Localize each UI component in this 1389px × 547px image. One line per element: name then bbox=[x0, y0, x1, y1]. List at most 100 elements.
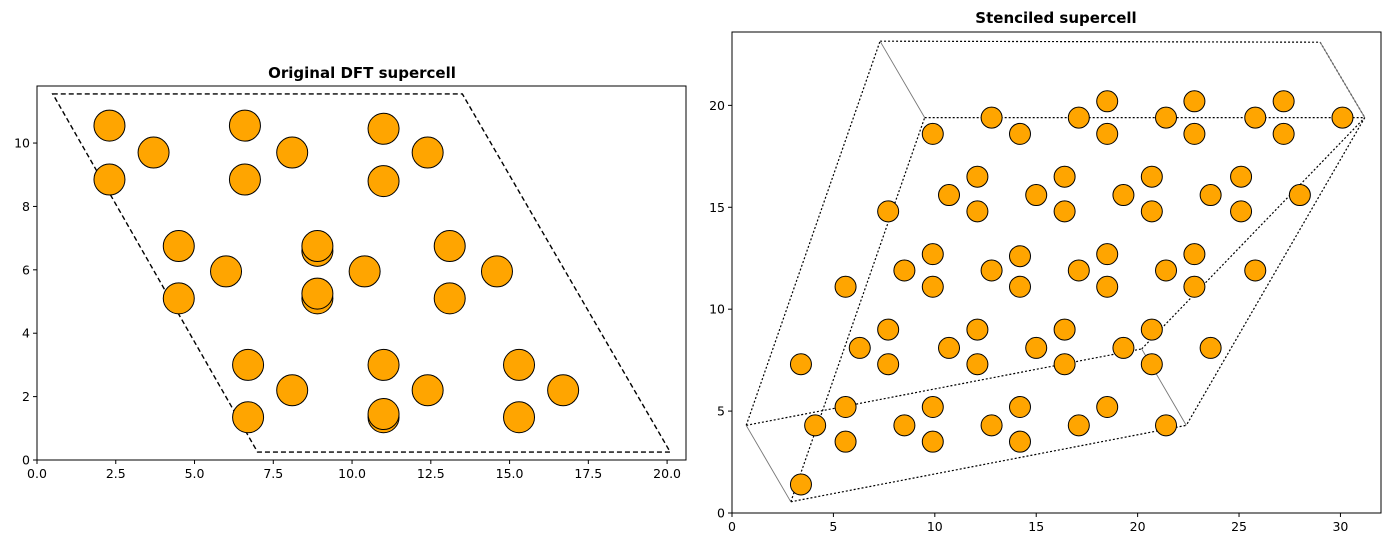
axes-group: 0 5 10 15 20 25 30 0 5 10 15 20 bbox=[709, 31, 1382, 534]
atom-point bbox=[1230, 200, 1253, 223]
atom-point bbox=[1183, 122, 1206, 145]
atom-point bbox=[834, 430, 857, 453]
atom-point bbox=[980, 259, 1003, 282]
atom-point bbox=[1025, 336, 1048, 359]
atom-point bbox=[367, 398, 400, 431]
chart-title: Stenciled supercell bbox=[975, 9, 1136, 27]
atom-point bbox=[893, 259, 916, 282]
atom-point bbox=[1008, 396, 1031, 419]
x-tick-label: 20 bbox=[1130, 519, 1146, 534]
atom-point bbox=[1053, 353, 1076, 376]
atom-point bbox=[789, 473, 812, 496]
atom-point bbox=[1155, 106, 1178, 129]
atom-point bbox=[938, 336, 961, 359]
atom-point bbox=[1244, 106, 1267, 129]
atom-point bbox=[1140, 165, 1163, 188]
atom-point bbox=[877, 353, 900, 376]
atom-point bbox=[433, 282, 466, 315]
atom-point bbox=[1096, 243, 1119, 266]
atom-point bbox=[789, 353, 812, 376]
atom-point bbox=[1199, 184, 1222, 207]
atom-point bbox=[921, 430, 944, 453]
atom-point bbox=[834, 275, 857, 298]
atom-point bbox=[367, 348, 400, 381]
chart-title: Original DFT supercell bbox=[268, 64, 456, 82]
box-edge bbox=[879, 40, 926, 118]
axes-group: 0.0 2.5 5.0 7.5 10.0 12.5 15.0 17.5 20.0 0 2 4 6 8 10 bbox=[14, 85, 687, 481]
box-edge bbox=[790, 117, 926, 502]
atom-point bbox=[301, 277, 334, 310]
y-tick-label: 0 bbox=[22, 453, 30, 468]
atom-point bbox=[1183, 275, 1206, 298]
y-tick-label: 5 bbox=[717, 404, 725, 419]
atom-point bbox=[921, 243, 944, 266]
y-tick-label: 4 bbox=[22, 326, 30, 341]
y-tick-label: 2 bbox=[22, 389, 30, 404]
atom-point bbox=[162, 282, 195, 315]
y-tick-label: 10 bbox=[14, 136, 30, 151]
x-tick-label: 5.0 bbox=[185, 466, 205, 481]
x-tick-label: 17.5 bbox=[574, 466, 602, 481]
atom-point bbox=[966, 353, 989, 376]
plot-frame bbox=[36, 85, 687, 461]
atom-point bbox=[1112, 336, 1135, 359]
atom-point bbox=[1272, 122, 1295, 145]
box-edge bbox=[745, 40, 881, 426]
atom-point bbox=[1096, 90, 1119, 113]
atom-point bbox=[232, 348, 265, 381]
atom-point bbox=[1096, 122, 1119, 145]
atom-point bbox=[93, 163, 126, 196]
box-edge bbox=[880, 40, 1321, 43]
atom-point bbox=[503, 401, 536, 434]
x-tick-label: 30 bbox=[1332, 519, 1348, 534]
stenciled-supercell-chart: Stenciled supercell 0 5 10 15 20 25 30 0 5 10 15 20 bbox=[709, 9, 1382, 534]
atom-point bbox=[804, 414, 827, 437]
dft-supercell-chart: Original DFT supercell 0.0 2.5 5.0 7.5 10.0 1… bbox=[14, 64, 687, 481]
atom-point bbox=[921, 275, 944, 298]
atom-point bbox=[848, 336, 871, 359]
atom-point bbox=[367, 112, 400, 145]
atom-point bbox=[480, 255, 513, 288]
atom-point bbox=[921, 396, 944, 419]
atom-point bbox=[966, 200, 989, 223]
atom-point bbox=[877, 200, 900, 223]
box-edge bbox=[1319, 41, 1366, 118]
atom-point bbox=[1155, 414, 1178, 437]
atom-point bbox=[367, 165, 400, 198]
y-tick-label: 0 bbox=[717, 506, 725, 521]
atom-point bbox=[1053, 200, 1076, 223]
cell-outline bbox=[51, 93, 672, 453]
atom-point bbox=[1140, 318, 1163, 341]
atom-point bbox=[1067, 106, 1090, 129]
atom-point bbox=[1331, 106, 1354, 129]
atom-point bbox=[1199, 336, 1222, 359]
atom-point bbox=[966, 165, 989, 188]
box-edge bbox=[1141, 117, 1366, 350]
atom-point bbox=[1272, 90, 1295, 113]
atoms-group bbox=[93, 109, 580, 434]
atom-point bbox=[938, 184, 961, 207]
atom-point bbox=[1140, 353, 1163, 376]
cell-outline-group bbox=[51, 93, 672, 453]
atom-point bbox=[232, 401, 265, 434]
x-tick-label: 15.0 bbox=[496, 466, 524, 481]
box-edge bbox=[745, 425, 792, 503]
atom-point bbox=[877, 318, 900, 341]
atom-point bbox=[1096, 396, 1119, 419]
y-tick-label: 20 bbox=[709, 98, 725, 113]
atom-point bbox=[1140, 200, 1163, 223]
atom-point bbox=[162, 230, 195, 263]
x-tick-label: 7.5 bbox=[263, 466, 283, 481]
x-tick-label: 15 bbox=[1028, 519, 1044, 534]
x-tick-label: 0.0 bbox=[27, 466, 47, 481]
atom-point bbox=[411, 374, 444, 407]
atom-point bbox=[276, 136, 309, 169]
atom-point bbox=[1244, 259, 1267, 282]
box-edge bbox=[790, 424, 1187, 503]
atom-point bbox=[980, 414, 1003, 437]
atom-point bbox=[411, 136, 444, 169]
atom-point bbox=[547, 374, 580, 407]
atom-point bbox=[433, 230, 466, 263]
atom-point bbox=[1053, 318, 1076, 341]
